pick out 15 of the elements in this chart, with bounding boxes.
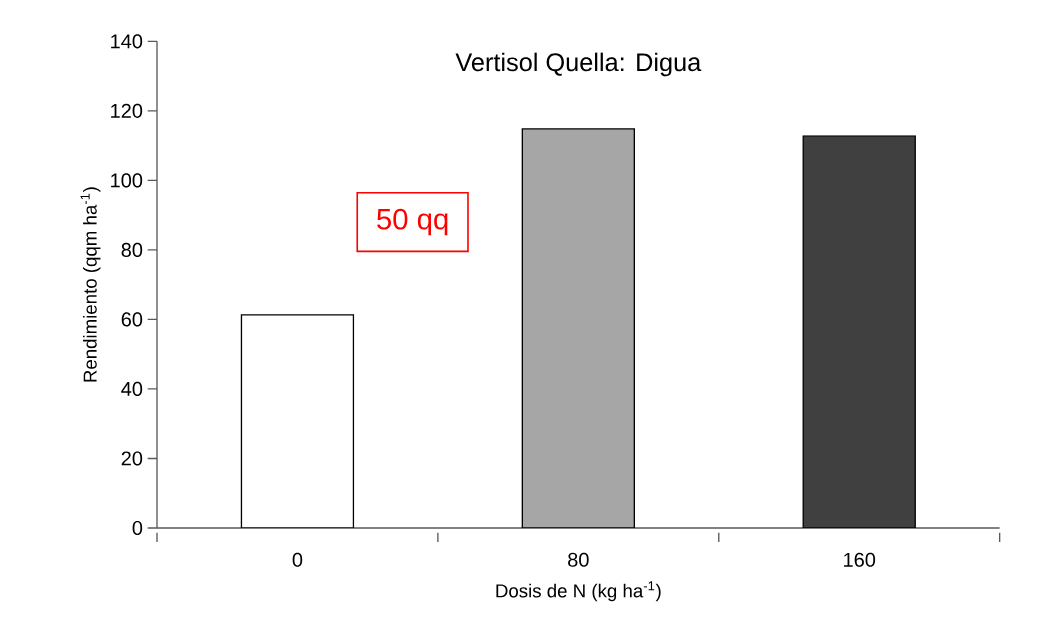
- y-tick-label: 140: [111, 34, 143, 49]
- y-tick-label: 0: [132, 520, 143, 536]
- y-tick-label: 120: [111, 103, 143, 118]
- x-tick-label: 160: [844, 552, 876, 567]
- annotation: 50 qq: [377, 208, 448, 236]
- x-axis-title: Dosis de N (kg ha$^{-1}$): [496, 581, 661, 602]
- y-tick-label: 100: [111, 173, 143, 188]
- chart-title: Vertisol Quella: Digua: [455, 52, 702, 77]
- y-tick-label: 80: [121, 242, 143, 257]
- y-tick-label: 60: [121, 312, 143, 327]
- x-tick-label: 80: [568, 552, 589, 567]
- y-axis-title: Rendimiento (qqm ha$^{-1}$): [80, 187, 101, 382]
- x-tick-label: 0: [292, 552, 303, 567]
- y-tick-label: 40: [121, 381, 143, 397]
- y-tick-label: 20: [121, 451, 143, 466]
